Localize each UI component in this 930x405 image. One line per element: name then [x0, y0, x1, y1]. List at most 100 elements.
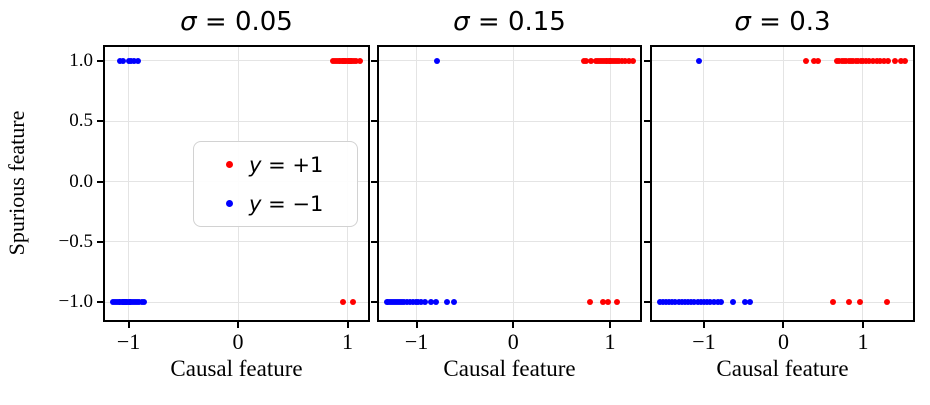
x-tick-mark	[861, 322, 864, 328]
y-tick-mark	[644, 180, 650, 183]
y-tick-label: 0.5	[69, 110, 93, 132]
data-point	[119, 57, 126, 64]
data-point	[433, 57, 440, 64]
y-tick-mark	[97, 180, 103, 183]
y-tick-mark	[97, 59, 103, 62]
x-axis-label: Causal feature	[170, 356, 303, 381]
x-axis-label: Causal feature	[716, 356, 849, 381]
grid-line-vertical	[512, 47, 514, 320]
math-symbol: σ	[734, 7, 751, 37]
data-point	[877, 57, 884, 64]
math-symbol: y	[249, 152, 262, 177]
math-symbol: σ	[180, 7, 197, 37]
data-point	[694, 299, 701, 306]
legend-marker	[226, 161, 233, 168]
data-point	[659, 299, 666, 306]
data-point	[856, 299, 863, 306]
data-point	[583, 57, 590, 64]
grid-line-horizontal	[379, 120, 640, 122]
data-point	[422, 299, 429, 306]
math-symbol: y	[249, 191, 262, 216]
data-point	[662, 299, 669, 306]
y-tick-label: −0.5	[58, 230, 93, 252]
data-point	[141, 299, 148, 306]
data-point	[700, 299, 707, 306]
data-point	[873, 57, 880, 64]
y-tick-mark	[371, 120, 377, 123]
y-tick-label: −1.0	[58, 291, 93, 313]
math-rest: = 0.15	[469, 7, 566, 37]
data-point	[444, 299, 451, 306]
data-point	[883, 299, 890, 306]
legend-marker	[226, 200, 233, 207]
legend: y = +1 y = −1	[193, 141, 358, 227]
grid-line-vertical	[703, 47, 705, 320]
data-point	[618, 57, 625, 64]
y-tick-label: 1.0	[69, 49, 93, 71]
data-point	[715, 299, 722, 306]
plot-area: y = +1 y = −1	[103, 45, 370, 322]
data-point	[134, 57, 141, 64]
data-point	[586, 299, 593, 306]
grid-line-vertical	[416, 47, 418, 320]
subplot-title: σ = 0.05	[85, 2, 388, 42]
legend-label: y = +1	[249, 153, 323, 177]
x-tick-mark	[512, 322, 515, 328]
math-rest: = 0.3	[750, 7, 831, 37]
data-point	[340, 299, 347, 306]
y-tick-mark	[644, 59, 650, 62]
data-point	[869, 57, 876, 64]
y-tick-mark	[644, 120, 650, 123]
x-tick-mark	[702, 322, 705, 328]
x-tick-mark	[609, 322, 611, 328]
grid-line-vertical	[128, 47, 130, 320]
y-tick-mark	[371, 301, 377, 304]
data-point	[356, 57, 363, 64]
x-tick-mark	[237, 322, 240, 328]
grid-line-horizontal	[652, 60, 913, 62]
plot-area	[650, 45, 915, 322]
grid-line-horizontal	[105, 60, 368, 62]
y-tick-mark	[371, 180, 377, 183]
subplot-title: σ = 0.15	[359, 2, 660, 42]
grid-line-horizontal	[379, 181, 640, 182]
data-point	[696, 57, 703, 64]
x-tick-label: −1	[404, 329, 429, 354]
data-point	[711, 299, 718, 306]
data-point	[626, 57, 633, 64]
legend-entry: y = +1	[194, 145, 357, 184]
x-tick-label: −1	[692, 329, 716, 354]
data-point	[845, 299, 852, 306]
y-tick-mark	[371, 59, 377, 62]
grid-line-vertical	[609, 47, 611, 320]
math-rest: = −1	[261, 191, 324, 216]
data-point	[669, 299, 676, 306]
x-tick-label: −1	[116, 329, 141, 354]
data-point	[349, 299, 356, 306]
data-point	[810, 57, 817, 64]
data-point	[884, 57, 891, 64]
data-point	[718, 299, 725, 306]
y-tick-mark	[644, 301, 650, 304]
data-point	[707, 299, 714, 306]
data-point	[863, 57, 870, 64]
y-tick-label: 0.0	[69, 170, 93, 192]
x-tick-mark	[415, 322, 418, 328]
x-tick-label: 1	[857, 329, 869, 354]
data-point	[704, 299, 711, 306]
data-point	[815, 57, 822, 64]
data-point	[587, 57, 594, 64]
grid-line-vertical	[862, 47, 864, 320]
data-point	[681, 299, 688, 306]
data-point	[691, 299, 698, 306]
y-tick-mark	[371, 240, 377, 243]
grid-line-horizontal	[379, 241, 640, 243]
data-point	[802, 57, 809, 64]
data-point	[672, 299, 679, 306]
data-point	[432, 299, 439, 306]
data-point	[866, 57, 873, 64]
subplot-title: σ = 0.3	[632, 2, 930, 42]
x-tick-mark	[346, 322, 349, 328]
data-point	[902, 57, 909, 64]
